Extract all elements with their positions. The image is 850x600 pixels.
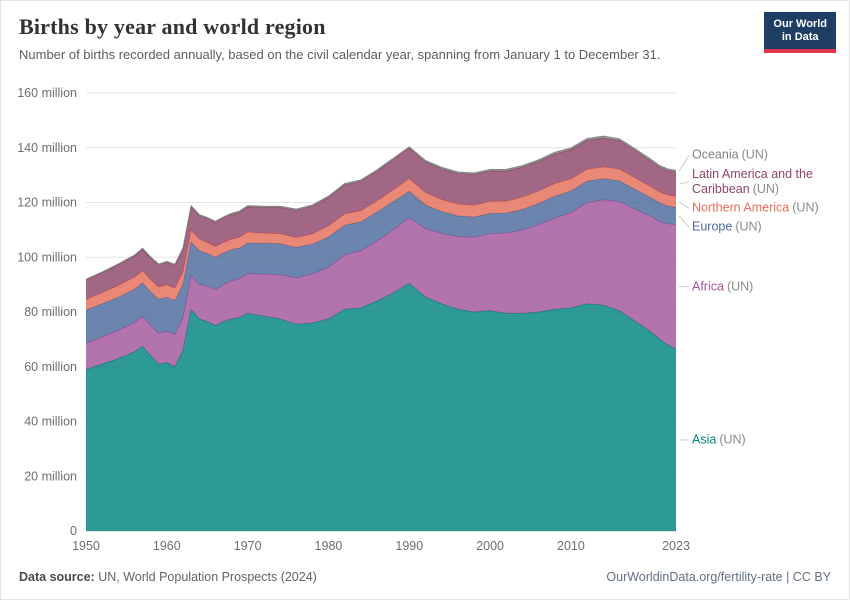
svg-text:40 million: 40 million: [24, 415, 77, 429]
legend-item-oceania[interactable]: Oceania (UN): [692, 147, 849, 163]
logo-line1: Our World: [773, 18, 827, 30]
svg-text:60 million: 60 million: [24, 360, 77, 374]
chart-footer: Data source: UN, World Population Prospe…: [1, 560, 849, 599]
svg-text:0: 0: [70, 524, 77, 538]
data-source: Data source: UN, World Population Prospe…: [19, 570, 317, 584]
legend-label-africa: Africa: [692, 279, 724, 294]
legend-suffix: (UN): [719, 432, 746, 447]
legend-suffix: (UN): [792, 200, 819, 215]
svg-text:1960: 1960: [153, 539, 181, 553]
legend-item-asia[interactable]: Asia (UN): [692, 432, 849, 447]
svg-text:160 million: 160 million: [17, 86, 77, 100]
chart-title: Births by year and world region: [19, 14, 326, 39]
svg-text:20 million: 20 million: [24, 469, 77, 483]
legend-label-asia: Asia: [692, 432, 717, 447]
stacked-area-chart[interactable]: 0 20 million 40 million 60 million 80 millio…: [1, 79, 850, 557]
svg-text:80 million: 80 million: [24, 305, 77, 319]
chart-header: Births by year and world region Number o…: [1, 1, 849, 79]
svg-text:120 million: 120 million: [17, 196, 77, 210]
legend-suffix: (UN): [752, 181, 780, 196]
legend-item-africa[interactable]: Africa (UN): [692, 279, 849, 294]
svg-text:100 million: 100 million: [17, 250, 77, 264]
legend-suffix: (UN): [741, 147, 768, 162]
legend-suffix: (UN): [726, 279, 754, 294]
owid-logo[interactable]: Our World in Data: [764, 12, 836, 53]
data-source-text: UN, World Population Prospects (2024): [94, 570, 317, 584]
legend-item-latin-america[interactable]: Latin America and the Caribbean (UN): [692, 166, 849, 197]
svg-text:2000: 2000: [476, 539, 504, 553]
logo-line2: in Data: [781, 31, 819, 43]
svg-text:2023: 2023: [662, 539, 690, 553]
legend-label-latin-america: Latin America and the Caribbean: [692, 166, 813, 196]
svg-text:1950: 1950: [72, 539, 100, 553]
legend-label-oceania: Oceania: [692, 147, 739, 162]
legend-item-northern-america[interactable]: Northern America (UN): [692, 200, 849, 216]
plot-area: 0 20 million 40 million 60 million 80 millio…: [1, 79, 850, 557]
svg-text:1990: 1990: [395, 539, 423, 553]
legend-item-europe[interactable]: Europe (UN): [692, 219, 849, 235]
chart-subtitle: Number of births recorded annually, base…: [19, 47, 661, 62]
svg-text:2010: 2010: [557, 539, 585, 553]
legend-suffix: (UN): [735, 219, 762, 234]
legend-label-northern-america: Northern America: [692, 200, 790, 215]
svg-text:1970: 1970: [234, 539, 262, 553]
svg-text:1980: 1980: [315, 539, 343, 553]
credit-link[interactable]: OurWorldinData.org/fertility-rate | CC B…: [606, 570, 831, 584]
svg-text:140 million: 140 million: [17, 141, 77, 155]
legend-label-europe: Europe: [692, 219, 733, 234]
logo-accent: [764, 49, 836, 53]
data-source-label: Data source:: [19, 570, 95, 584]
